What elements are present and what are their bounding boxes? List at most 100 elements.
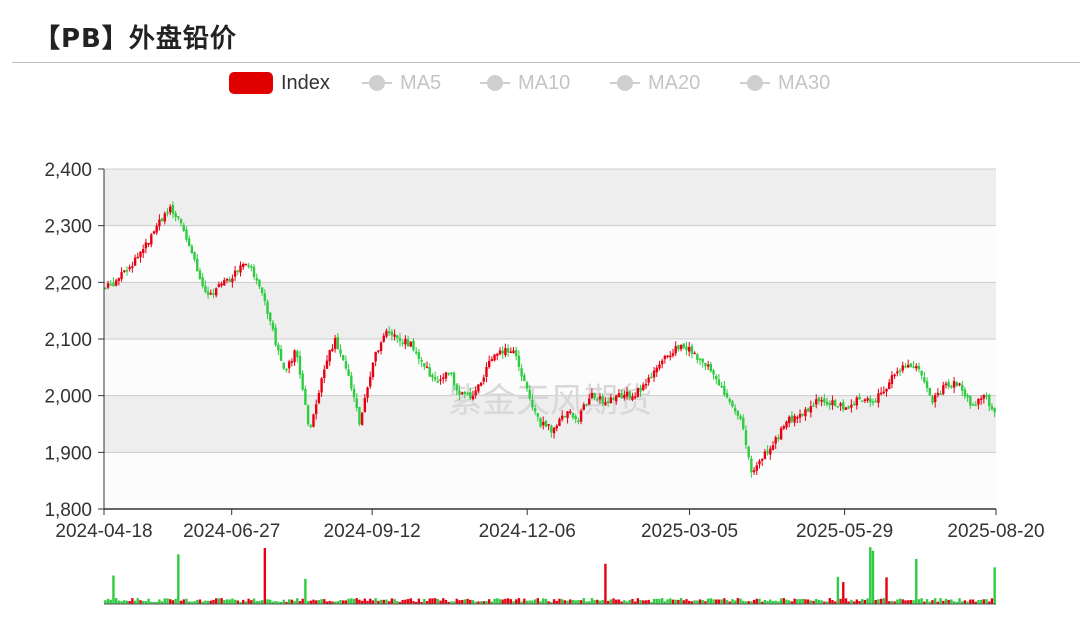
- candle-up: [552, 426, 556, 439]
- candle-body: [114, 280, 118, 286]
- candle-down: [725, 389, 729, 399]
- candle-body: [442, 377, 445, 379]
- candle-up: [439, 375, 442, 385]
- candle-down: [193, 251, 196, 262]
- candle-up: [850, 399, 853, 413]
- candle-up: [331, 344, 334, 352]
- candle-up: [144, 238, 148, 254]
- candle-down: [452, 371, 456, 391]
- volume-bar: [766, 601, 769, 604]
- legend-item-ma10[interactable]: MA10: [480, 68, 570, 98]
- volume-bar: [515, 599, 518, 604]
- candle-down: [515, 346, 518, 361]
- volume-bar: [769, 599, 772, 604]
- volume-bar: [136, 598, 139, 604]
- volume-bar: [523, 598, 526, 604]
- volume-bar: [577, 599, 580, 604]
- candle-down: [520, 364, 523, 382]
- volume-bar: [117, 600, 121, 604]
- candle-body: [217, 284, 221, 288]
- volume-bar: [112, 575, 115, 604]
- volume-bar: [871, 550, 875, 604]
- volume-bar: [271, 601, 275, 604]
- volume-bar: [417, 598, 421, 604]
- candle-body: [342, 355, 345, 361]
- legend-item-ma5[interactable]: MA5: [362, 68, 441, 98]
- candle-body: [139, 251, 142, 258]
- candle-up: [877, 388, 880, 408]
- candle-up: [155, 223, 158, 235]
- legend-item-index[interactable]: Index: [229, 68, 330, 98]
- volume-bar: [493, 598, 496, 604]
- candle-body: [190, 246, 194, 254]
- candle-down: [250, 264, 253, 272]
- volume-bar: [760, 601, 764, 604]
- candle-body: [571, 412, 575, 418]
- candle-body: [433, 377, 437, 380]
- candle-body: [155, 225, 158, 233]
- candle-up: [314, 399, 318, 420]
- legend-item-ma30[interactable]: MA30: [740, 68, 830, 98]
- candle-up: [136, 252, 139, 259]
- volume-bar: [993, 567, 996, 604]
- candle-body: [487, 360, 491, 368]
- volume-bar: [425, 601, 429, 604]
- candle-body: [471, 395, 475, 400]
- candle-up: [131, 261, 134, 273]
- candle-body: [633, 396, 637, 398]
- volume-bar: [158, 599, 161, 604]
- candle-body: [123, 270, 126, 273]
- candle-body: [677, 345, 680, 350]
- volume-bar: [701, 599, 704, 604]
- volume-bar: [263, 548, 267, 604]
- candle-body: [269, 312, 272, 322]
- candle-body: [563, 415, 567, 418]
- candle-up: [141, 244, 145, 259]
- volume-bar: [350, 598, 353, 604]
- x-tick-label: 2024-12-06: [479, 521, 576, 542]
- candle-body: [690, 346, 694, 354]
- candle-body: [485, 366, 488, 377]
- candle-down: [104, 287, 107, 290]
- candle-body: [466, 393, 469, 395]
- volume-bar: [742, 600, 745, 604]
- candle-down: [825, 397, 829, 407]
- candle-body: [752, 470, 756, 473]
- candle-down: [263, 289, 267, 306]
- volume-bar: [712, 599, 715, 604]
- candle-up: [460, 391, 464, 396]
- candle-down: [347, 364, 350, 377]
- candle-down: [174, 210, 177, 222]
- candle-down: [544, 419, 548, 428]
- candle-body: [279, 349, 283, 361]
- volume-bar: [377, 600, 380, 604]
- candle-down: [536, 412, 540, 422]
- candle-up: [442, 373, 445, 384]
- volume-bar: [209, 600, 212, 604]
- candle-body: [915, 365, 918, 369]
- volume-bar: [833, 601, 837, 604]
- volume-bar: [228, 599, 231, 604]
- candle-body: [785, 421, 788, 428]
- candle-body: [147, 242, 150, 245]
- legend-item-ma20[interactable]: MA20: [610, 68, 700, 98]
- candle-body: [682, 343, 685, 348]
- candle-body: [582, 404, 585, 410]
- page-title: 【PB】外盘铅价: [34, 24, 237, 54]
- volume-bar: [563, 600, 567, 604]
- candle-up: [666, 355, 669, 359]
- candle-body: [166, 212, 169, 214]
- candle-down: [852, 400, 856, 406]
- candle-up: [658, 360, 661, 371]
- candle-body: [579, 410, 583, 422]
- volume-bar: [255, 601, 258, 604]
- candle-down: [190, 244, 194, 254]
- candle-down: [306, 404, 310, 427]
- volume-bar: [912, 600, 915, 604]
- candle-up: [623, 390, 626, 401]
- volume-bar: [193, 601, 196, 604]
- volume-bar: [198, 599, 202, 604]
- volume-bar: [636, 598, 640, 604]
- volume-bar: [528, 600, 531, 604]
- candle-body: [666, 355, 669, 357]
